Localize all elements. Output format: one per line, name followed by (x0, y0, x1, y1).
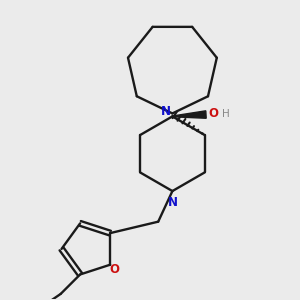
Text: O: O (109, 263, 119, 276)
Text: N: N (161, 105, 171, 118)
Text: H: H (222, 109, 230, 119)
Polygon shape (172, 111, 206, 118)
Text: N: N (167, 196, 177, 209)
Text: O: O (208, 107, 219, 120)
